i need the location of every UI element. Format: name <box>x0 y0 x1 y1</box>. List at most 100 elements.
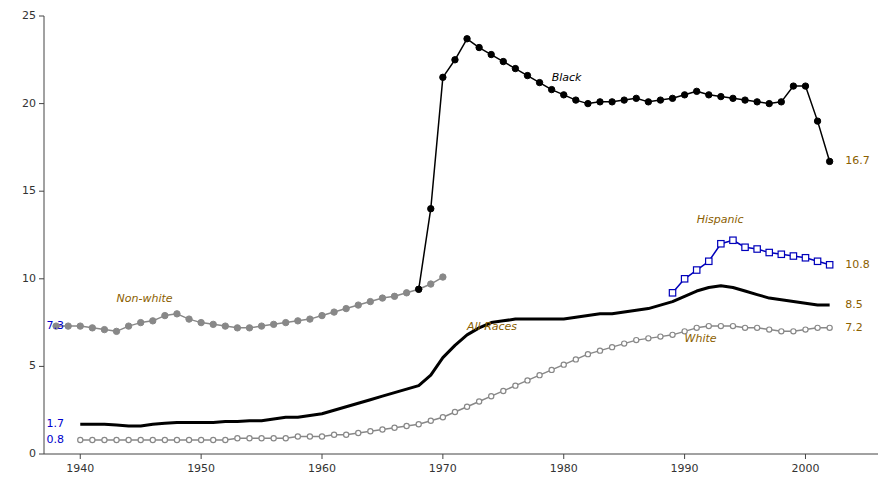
series-marker <box>766 249 772 255</box>
series-marker <box>78 437 83 442</box>
series-marker <box>343 305 349 311</box>
y-tick-label: 10 <box>22 272 36 285</box>
series-marker <box>766 100 772 106</box>
series-marker <box>778 99 784 105</box>
series-marker <box>755 325 760 330</box>
annotation: All Races <box>466 320 517 333</box>
series-marker <box>754 246 760 252</box>
series-line <box>673 240 830 293</box>
y-tick: 5 <box>29 359 44 372</box>
series-marker <box>452 409 457 414</box>
series-marker <box>101 326 107 332</box>
y-tick-mark <box>39 454 44 455</box>
x-tick-label: 2000 <box>791 462 819 475</box>
series-marker <box>779 329 784 334</box>
series-marker <box>803 327 808 332</box>
series-marker <box>513 383 518 388</box>
x-tick-label: 1960 <box>308 462 336 475</box>
series-marker <box>404 423 409 428</box>
series-marker <box>186 437 191 442</box>
series-marker <box>367 298 373 304</box>
series-marker <box>645 99 651 105</box>
series-marker <box>125 323 131 329</box>
annotation: 7.2 <box>845 321 863 334</box>
series-marker <box>718 324 723 329</box>
series-marker <box>65 323 71 329</box>
y-tick-mark <box>39 103 44 104</box>
series-marker <box>464 404 469 409</box>
series-marker <box>730 324 735 329</box>
series-marker <box>826 262 832 268</box>
series-marker <box>319 312 325 318</box>
series-marker <box>512 65 518 71</box>
series-marker <box>827 325 832 330</box>
series-marker <box>283 319 289 325</box>
series-marker <box>270 321 276 327</box>
series-marker <box>694 325 699 330</box>
y-tick: 0 <box>29 447 44 460</box>
series-marker <box>259 436 264 441</box>
series-marker <box>815 325 820 330</box>
series-marker <box>126 437 131 442</box>
series-marker <box>174 311 180 317</box>
series-marker <box>222 323 228 329</box>
annotation: Black <box>552 71 582 84</box>
series-marker <box>658 334 663 339</box>
series-marker <box>706 92 712 98</box>
series-marker <box>488 51 494 57</box>
y-tick: 20 <box>22 97 44 110</box>
x-tick-mark <box>201 454 202 459</box>
annotation: 8.5 <box>845 298 863 311</box>
y-tick-mark <box>39 16 44 17</box>
series-marker <box>452 57 458 63</box>
series-marker <box>477 399 482 404</box>
series-marker <box>174 437 179 442</box>
series-line <box>80 286 829 426</box>
x-tick: 2000 <box>791 454 819 475</box>
series-marker <box>428 418 433 423</box>
series <box>78 324 833 443</box>
series-marker <box>368 429 373 434</box>
annotation: 1.7 <box>46 417 64 430</box>
series-marker <box>464 36 470 42</box>
series-marker <box>210 321 216 327</box>
series-marker <box>597 348 602 353</box>
y-tick: 10 <box>22 272 44 285</box>
series-marker <box>199 437 204 442</box>
series-marker <box>730 95 736 101</box>
series-marker <box>536 79 542 85</box>
series-marker <box>331 309 337 315</box>
series-marker <box>211 437 216 442</box>
y-tick-label: 20 <box>22 97 36 110</box>
series-marker <box>198 319 204 325</box>
series-marker <box>113 328 119 334</box>
series-marker <box>247 436 252 441</box>
x-tick-label: 1980 <box>550 462 578 475</box>
x-tick: 1980 <box>550 454 578 475</box>
series-marker <box>621 97 627 103</box>
y-tick-mark <box>39 366 44 367</box>
series <box>415 36 832 293</box>
x-tick-mark <box>563 454 564 459</box>
series-marker <box>742 244 748 250</box>
series-marker <box>295 434 300 439</box>
series-marker <box>681 276 687 282</box>
series-marker <box>331 432 336 437</box>
x-tick: 1990 <box>671 454 699 475</box>
series-marker <box>669 290 675 296</box>
series-marker <box>609 99 615 105</box>
series-marker <box>706 258 712 264</box>
annotation: Non-white <box>117 292 173 305</box>
series-line <box>56 277 443 331</box>
series-marker <box>150 437 155 442</box>
series-marker <box>344 432 349 437</box>
annotation: White <box>685 332 717 345</box>
annotation: 0.8 <box>46 433 64 446</box>
series-marker <box>501 388 506 393</box>
plot-area <box>53 36 833 443</box>
series-marker <box>826 158 832 164</box>
series-marker <box>791 329 796 334</box>
x-tick-mark <box>684 454 685 459</box>
series-marker <box>561 92 567 98</box>
series-marker <box>355 302 361 308</box>
